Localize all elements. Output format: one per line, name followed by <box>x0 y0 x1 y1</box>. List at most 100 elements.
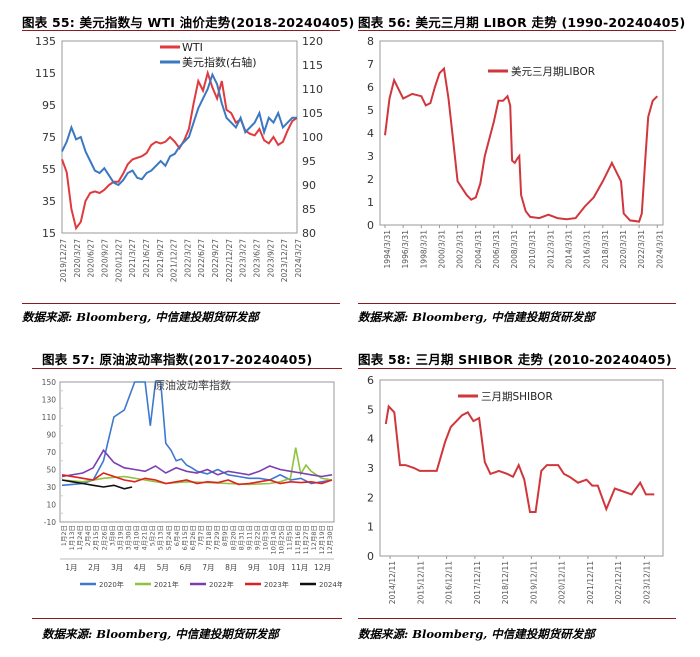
month-label: 6月 <box>179 563 191 572</box>
panel-title-57: 图表 57: 原油波动率指数(2017-20240405) <box>42 352 313 367</box>
month-label: 1月 <box>65 563 77 572</box>
source-56: 数据来源: Bloomberg, 中信建投期货研发部 <box>358 310 595 324</box>
x-tick-label: 5月24日 <box>165 525 173 550</box>
x-tick-label: 6月15日 <box>181 525 189 550</box>
x-tick-label: 2019/12/11 <box>529 561 538 604</box>
y-tick-label: 4 <box>367 127 374 140</box>
y-tick-label: 1 <box>367 521 374 534</box>
title-rule-55 <box>22 30 340 31</box>
plot-frame <box>61 40 298 234</box>
x-tick-label: 2000/3/31 <box>437 230 446 269</box>
x-tick-label: 2012/3/31 <box>546 230 555 269</box>
y-tick-label: 35 <box>42 195 56 208</box>
y-tick-label: 8 <box>367 35 374 48</box>
y-tick-label: 1 <box>367 196 374 209</box>
x-tick-label: 1月2日 <box>60 525 68 546</box>
month-label: 11月 <box>291 563 308 572</box>
x-tick-label: 2021/9/27 <box>156 239 165 278</box>
x-tick-label: 6月4日 <box>173 525 181 546</box>
y-tick-label: 50 <box>46 466 56 475</box>
x-tick-label: 2019/12/27 <box>59 239 68 282</box>
x-tick-label: 6月26日 <box>189 525 197 550</box>
x-tick-label: 2006/3/31 <box>492 230 501 269</box>
title-rule-56 <box>358 30 676 31</box>
y2-tick-label: 110 <box>302 83 323 96</box>
x-tick-label: 2014/12/11 <box>388 561 397 604</box>
x-tick-label: 2022/12/27 <box>225 239 234 282</box>
y-tick-label: 115 <box>35 67 56 80</box>
series-line <box>61 69 298 231</box>
x-tick-label: 12月30日 <box>326 525 334 555</box>
series-line <box>384 66 659 223</box>
x-tick-label: 2002/3/31 <box>456 230 465 269</box>
plot-frame <box>59 381 335 523</box>
x-tick-label: 2015/12/11 <box>416 561 425 604</box>
x-tick-label: 2月4日 <box>84 525 92 546</box>
x-tick-label: 3月30日 <box>124 525 132 550</box>
x-tick-label: 2022/12/11 <box>614 561 623 604</box>
x-tick-label: 2014/3/31 <box>565 230 574 269</box>
x-tick-label: 2020/12/11 <box>558 561 567 604</box>
legend-entry: 2024年 <box>319 580 342 589</box>
plot-frame <box>379 40 664 226</box>
x-tick-label: 2021/3/27 <box>128 239 137 278</box>
month-label: 7月 <box>202 563 214 572</box>
x-tick-label: 4月10日 <box>133 525 141 550</box>
y-tick-label: 5 <box>367 403 374 416</box>
x-tick-label: 10月25日 <box>278 525 286 555</box>
y-tick-label: 30 <box>46 483 56 492</box>
bottom-rule-56 <box>358 303 676 304</box>
chart-55: 15 35 55 75 95 115 135 80 85 90 95 100 105 110 115 120 2… <box>35 35 323 282</box>
title-rule-58 <box>358 368 676 369</box>
x-tick-label: 7月18日 <box>205 525 213 550</box>
x-tick-label: 2020/3/27 <box>73 239 82 278</box>
x-tick-label: 2023/6/27 <box>253 239 262 278</box>
y-tick-label: 90 <box>46 431 56 440</box>
series-line <box>384 404 655 513</box>
series-line <box>61 447 333 486</box>
x-tick-label: 1994/3/31 <box>383 230 392 269</box>
x-tick-label: 2020/6/27 <box>87 239 96 278</box>
x-tick-label: 5月13日 <box>157 525 165 550</box>
month-label: 9月 <box>248 563 260 572</box>
y-tick-label: 110 <box>42 413 57 422</box>
legend-entry: 2022年 <box>209 580 234 589</box>
panel-title-58: 图表 58: 三月期 SHIBOR 走势 (2010-20240405) <box>358 352 672 367</box>
y2-tick-label: 80 <box>302 227 316 240</box>
legend-entry: 美元三月期LIBOR <box>511 65 595 78</box>
x-tick-label: 4月21日 <box>141 525 149 550</box>
y2-tick-label: 90 <box>302 179 316 192</box>
legend-entry: 2023年 <box>264 580 289 589</box>
x-tick-label: 5月2日 <box>149 525 157 546</box>
x-tick-label: 10月3日 <box>262 525 270 550</box>
x-tick-label: 8月9日 <box>221 525 229 546</box>
month-label: 12月 <box>314 563 331 572</box>
x-tick-label: 1月24日 <box>76 525 84 550</box>
source-58: 数据来源: Bloomberg, 中信建投期货研发部 <box>358 627 595 641</box>
x-tick-label: 2004/3/31 <box>474 230 483 269</box>
y-tick-label: 5 <box>367 104 374 117</box>
y-tick-label: -10 <box>44 518 56 527</box>
y-tick-label: 135 <box>35 35 56 48</box>
y-tick-label: 130 <box>42 396 57 405</box>
y-tick-label: 6 <box>367 374 374 387</box>
y-tick-label: 0 <box>367 550 374 563</box>
x-tick-label: 2018/3/31 <box>601 230 610 269</box>
x-tick-label: 2022/3/27 <box>183 239 192 278</box>
plot-frame <box>379 379 664 557</box>
x-tick-label: 11月16日 <box>294 525 302 555</box>
x-tick-label: 2024/3/27 <box>294 239 303 278</box>
x-tick-label: 2022/6/27 <box>197 239 206 278</box>
y-tick-label: 4 <box>367 433 374 446</box>
bottom-rule-57 <box>32 618 342 619</box>
legend-entry: 美元指数(右轴) <box>182 55 257 69</box>
y-tick-label: 2 <box>367 491 374 504</box>
x-tick-label: 9月22日 <box>253 525 261 550</box>
x-tick-label: 2024/3/31 <box>655 230 664 269</box>
x-tick-label: 2016/12/11 <box>445 561 454 604</box>
y2-tick-label: 100 <box>302 131 323 144</box>
x-tick-label: 12月19日 <box>318 525 326 555</box>
y-tick-label: 70 <box>46 448 56 457</box>
chart-56: 0 1 2 3 4 5 6 7 8 1994/3/31 1996/3/31 1998/3/31 2000… <box>367 35 664 269</box>
month-label: 3月 <box>111 563 123 572</box>
